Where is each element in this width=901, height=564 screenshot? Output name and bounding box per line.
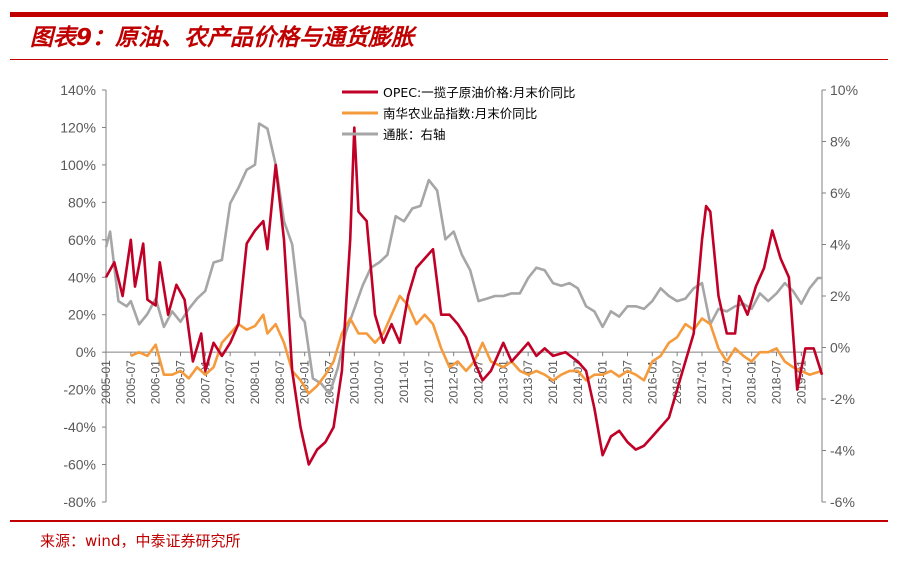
right-tick-label: 0% (830, 340, 850, 356)
x-tick-label: 2017-01 (695, 360, 709, 404)
legend-opec-label: OPEC:一揽子原油价格:月末价同比 (383, 85, 575, 100)
chart-title: 图表9：原油、农产品价格与通货膨胀 (30, 25, 415, 51)
x-tick-label: 2016-01 (645, 360, 659, 404)
x-tick-label: 2013-01 (496, 360, 510, 404)
left-tick-label: 120% (60, 119, 96, 135)
right-tick-label: -4% (830, 443, 855, 459)
x-tick-label: 2018-07 (769, 360, 783, 404)
right-tick-label: 8% (830, 134, 850, 150)
x-tick-label: 2005-01 (99, 360, 113, 404)
left-tick-label: -60% (63, 457, 96, 473)
left-tick-label: 100% (60, 157, 96, 173)
x-tick-label: 2013-07 (521, 360, 535, 404)
x-tick-label: 2016-07 (670, 360, 684, 404)
axes-group: 140% 120% 100% 80% 60% 40% 20% 0% -20% -40% -60% -8… (60, 82, 858, 510)
x-tick-label: 2005-07 (124, 360, 138, 404)
x-tick-label: 2008-01 (248, 360, 262, 404)
right-tick-label: 4% (830, 237, 850, 253)
x-tick-label: 2015-01 (596, 360, 610, 404)
x-tick-label: 2006-01 (149, 360, 163, 404)
left-tick-label: -40% (63, 419, 96, 435)
x-tick-label: 2006-07 (173, 360, 187, 404)
series-group (104, 122, 824, 466)
left-tick-label: 20% (68, 307, 96, 323)
left-tick-label: -20% (63, 382, 96, 398)
left-tick-label: 40% (68, 269, 96, 285)
series-agri-line (130, 294, 823, 395)
x-tick-label: 2009-01 (298, 360, 312, 404)
x-tick-label: 2008-07 (273, 360, 287, 404)
source-note: 来源：wind，中泰证券研究所 (40, 532, 241, 550)
x-tick-label: 2010-07 (372, 360, 386, 404)
left-tick-label: 0% (76, 344, 96, 360)
x-tick-label: 2009-07 (322, 360, 336, 404)
right-tick-label: -6% (830, 494, 855, 510)
x-tick-label: 2007-07 (223, 360, 237, 404)
right-tick-label: 10% (830, 82, 858, 98)
x-tick-label: 2019-01 (794, 360, 808, 404)
x-tick-label: 2012-07 (471, 360, 485, 404)
right-tick-label: -2% (830, 391, 855, 407)
title-bar (10, 12, 888, 60)
x-tick-label: 2010-01 (347, 360, 361, 404)
x-tick-label: 2017-07 (720, 360, 734, 404)
x-tick-label: 2012-01 (447, 360, 461, 404)
left-tick-label: -80% (63, 494, 96, 510)
bottom-rule (10, 520, 888, 522)
left-tick-label: 60% (68, 232, 96, 248)
x-tick-label: 2014-01 (546, 360, 560, 404)
series-opec-line (104, 126, 824, 466)
x-tick-label: 2018-01 (745, 360, 759, 404)
x-tick-label: 2011-07 (422, 360, 436, 403)
line-chart: 140% 120% 100% 80% 60% 40% 20% 0% -20% -40% -60% -8… (60, 82, 858, 510)
right-tick-label: 6% (830, 185, 850, 201)
series-cpi-line (104, 122, 822, 396)
x-tick-label: 2015-07 (620, 360, 634, 404)
right-tick-label: 2% (830, 288, 850, 304)
legend-cpi-label: 通胀：右轴 (383, 127, 446, 142)
x-tick-label: 2011-01 (397, 360, 411, 403)
legend-agri-label: 南华农业品指数:月末价同比 (383, 106, 537, 121)
left-tick-label: 80% (68, 194, 96, 210)
left-tick-label: 140% (60, 82, 96, 98)
